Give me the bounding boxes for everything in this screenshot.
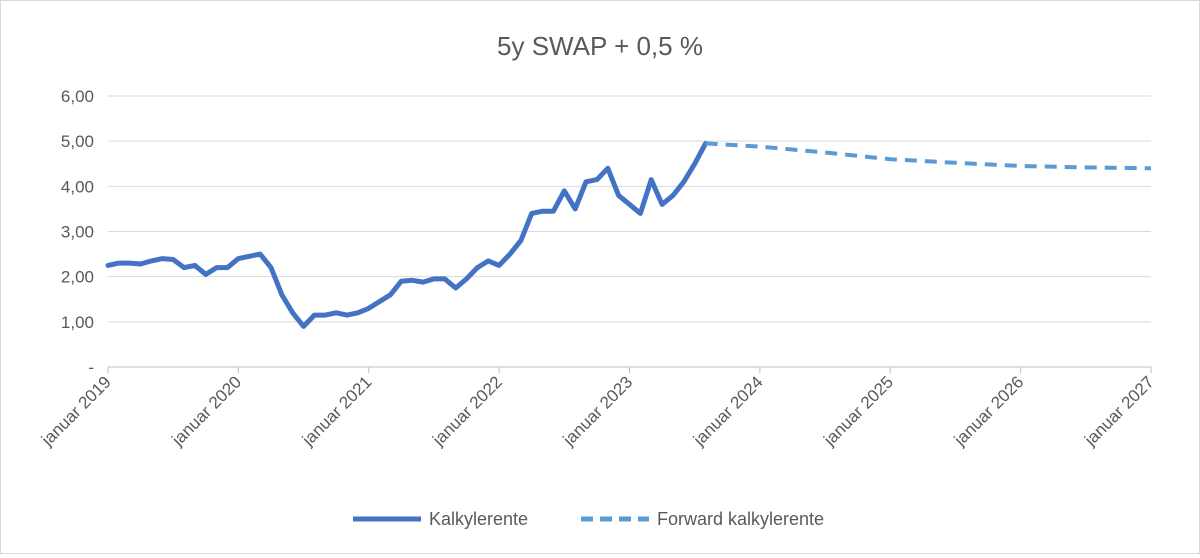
y-tick-label: 1,00 — [61, 313, 94, 332]
x-tick-label: januar 2027 — [1080, 372, 1158, 450]
x-tick-label: januar 2021 — [298, 372, 376, 450]
x-tick-label: januar 2024 — [689, 372, 767, 450]
y-tick-label: - — [88, 358, 94, 377]
x-tick-label: januar 2022 — [428, 372, 506, 450]
y-tick-label: 5,00 — [61, 132, 94, 151]
x-tick-label: januar 2020 — [168, 372, 246, 450]
x-tick-label: januar 2019 — [37, 372, 115, 450]
y-tick-label: 6,00 — [61, 87, 94, 106]
y-tick-label: 3,00 — [61, 223, 94, 242]
x-tick-label: januar 2023 — [559, 372, 637, 450]
series-line-kalkylerente — [108, 143, 706, 326]
series-line-forward-kalkylerente — [706, 143, 1151, 168]
y-tick-label: 2,00 — [61, 268, 94, 287]
y-tick-label: 4,00 — [61, 177, 94, 196]
legend-label: Kalkylerente — [429, 509, 528, 529]
legend-label: Forward kalkylerente — [657, 509, 824, 529]
x-tick-label: januar 2026 — [950, 372, 1028, 450]
x-tick-label: januar 2025 — [819, 372, 897, 450]
chart-title: 5y SWAP + 0,5 % — [497, 31, 703, 61]
